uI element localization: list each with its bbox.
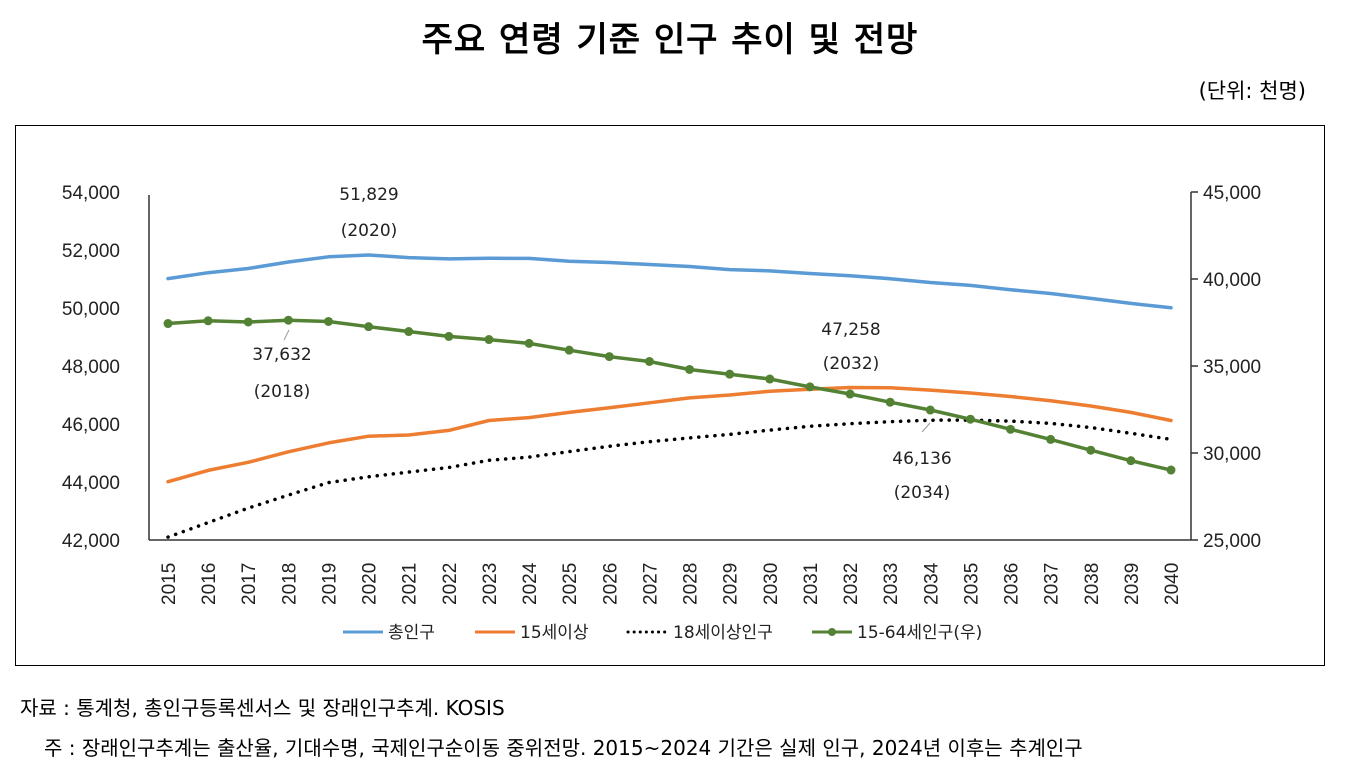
x-tick-label: 2029: [721, 563, 742, 605]
x-tick-label: 2032: [841, 563, 862, 605]
x-tick-label: 2033: [881, 563, 902, 605]
data-point: [163, 319, 173, 329]
x-tick-label: 2038: [1082, 563, 1103, 605]
x-tick-label: 2027: [640, 563, 661, 605]
data-point: [965, 414, 975, 424]
legend-label: 15-64세인구(우): [857, 623, 982, 643]
x-tick-label: 2015: [159, 563, 180, 605]
data-point: [1126, 456, 1136, 466]
data-point: [925, 405, 935, 415]
right-tick-label: 45,000: [1203, 183, 1261, 204]
series-line-0: [166, 253, 1173, 310]
x-tick-label: 2024: [520, 562, 541, 605]
legend-item: 15세이상: [475, 623, 589, 643]
annotation-value: 46,136: [892, 449, 951, 469]
annotation-leader: [921, 422, 931, 433]
data-point: [564, 345, 574, 355]
series-line-2: [166, 418, 1173, 539]
x-tick-label: 2031: [801, 563, 822, 605]
data-point: [845, 389, 855, 399]
right-tick-label: 30,000: [1203, 444, 1261, 465]
x-tick-label: 2036: [1002, 563, 1023, 605]
x-tick-label: 2028: [681, 563, 702, 605]
x-tick-label: 2020: [360, 563, 381, 605]
x-tick-label: 2040: [1162, 563, 1183, 605]
data-point: [765, 374, 775, 384]
annotation-leader: [283, 329, 290, 341]
x-tick-label: 2030: [761, 563, 782, 605]
axes: 42,000 44,000 46,000 48,000 50,000 52,000 54,0…: [62, 183, 1261, 605]
legend: 총인구 15세이상 18세이상인구 15-64세인구(우): [343, 623, 982, 643]
chart-frame: [15, 125, 1325, 666]
data-point: [685, 364, 695, 374]
left-tick-label: 52,000: [62, 241, 120, 262]
data-point: [404, 327, 414, 337]
data-point: [203, 316, 213, 326]
data-point: [364, 322, 374, 332]
right-tick-label: 40,000: [1203, 270, 1261, 291]
data-point: [1086, 445, 1096, 455]
x-tick-label: 2016: [199, 563, 220, 605]
source-note: 자료 : 통계청, 총인구등록센서스 및 장래인구추계. KOSIS: [20, 696, 505, 720]
annotation-year: (2034): [894, 483, 951, 503]
left-tick-label: 42,000: [62, 531, 120, 552]
x-tick-label: 2034: [921, 562, 942, 605]
x-tick-label: 2017: [239, 563, 260, 605]
chart-title: 주요 연령 기준 인구 추이 및 전망: [421, 20, 919, 60]
left-tick-label: 46,000: [62, 415, 120, 436]
legend-label: 18세이상인구: [673, 623, 773, 643]
series-line-3: [166, 318, 1173, 472]
legend-label: 15세이상: [520, 623, 589, 643]
x-tick-label: 2039: [1122, 563, 1143, 605]
data-point: [885, 397, 895, 407]
legend-label: 총인구: [388, 623, 435, 643]
annotations: 51,829 (2020) 37,632 (2018) 47,258 (2032) 46,1…: [252, 185, 951, 503]
legend-item: 총인구: [343, 623, 435, 643]
legend-marker: [828, 628, 836, 636]
annotation-value: 37,632: [252, 345, 311, 365]
x-tick-label: 2019: [319, 563, 340, 605]
left-tick-label: 44,000: [62, 473, 120, 494]
data-point: [604, 352, 614, 362]
data-point: [283, 315, 293, 325]
footnote: 주 : 장래인구추계는 출산율, 기대수명, 국제인구순이동 중위전망. 201…: [44, 736, 1083, 760]
annotation-year: (2020): [341, 221, 398, 241]
series-layer: [163, 253, 1176, 539]
data-point: [444, 331, 454, 341]
right-tick-label: 25,000: [1203, 531, 1261, 552]
series-line-1: [166, 385, 1173, 484]
right-tick-label: 35,000: [1203, 357, 1261, 378]
x-tick-label: 2022: [440, 563, 461, 605]
data-point: [1046, 434, 1056, 444]
legend-item: 18세이상인구: [626, 623, 773, 643]
data-point: [644, 356, 654, 366]
data-point: [243, 317, 253, 327]
data-point: [725, 369, 735, 379]
data-point: [1166, 465, 1176, 475]
x-tick-label: 2025: [560, 563, 581, 605]
annotation-year: (2032): [823, 354, 880, 374]
left-tick-label: 48,000: [62, 357, 120, 378]
x-tick-label: 2023: [480, 563, 501, 605]
x-tick-label: 2018: [279, 563, 300, 605]
annotation-year: (2018): [254, 382, 311, 402]
data-point: [484, 335, 494, 345]
annotation-value: 51,829: [339, 185, 398, 205]
x-tick-label: 2021: [400, 563, 421, 605]
data-point: [323, 316, 333, 326]
x-tick-label: 2035: [961, 563, 982, 605]
x-tick-label: 2037: [1042, 563, 1063, 605]
data-point: [805, 382, 815, 392]
data-point: [524, 338, 534, 348]
data-point: [1006, 424, 1016, 434]
annotation-value: 47,258: [821, 320, 880, 340]
legend-item: 15-64세인구(우): [812, 623, 982, 643]
left-tick-label: 50,000: [62, 299, 120, 320]
x-tick-label: 2026: [600, 563, 621, 605]
unit-label: (단위: 천명): [1198, 79, 1306, 103]
left-tick-label: 54,000: [62, 183, 120, 204]
